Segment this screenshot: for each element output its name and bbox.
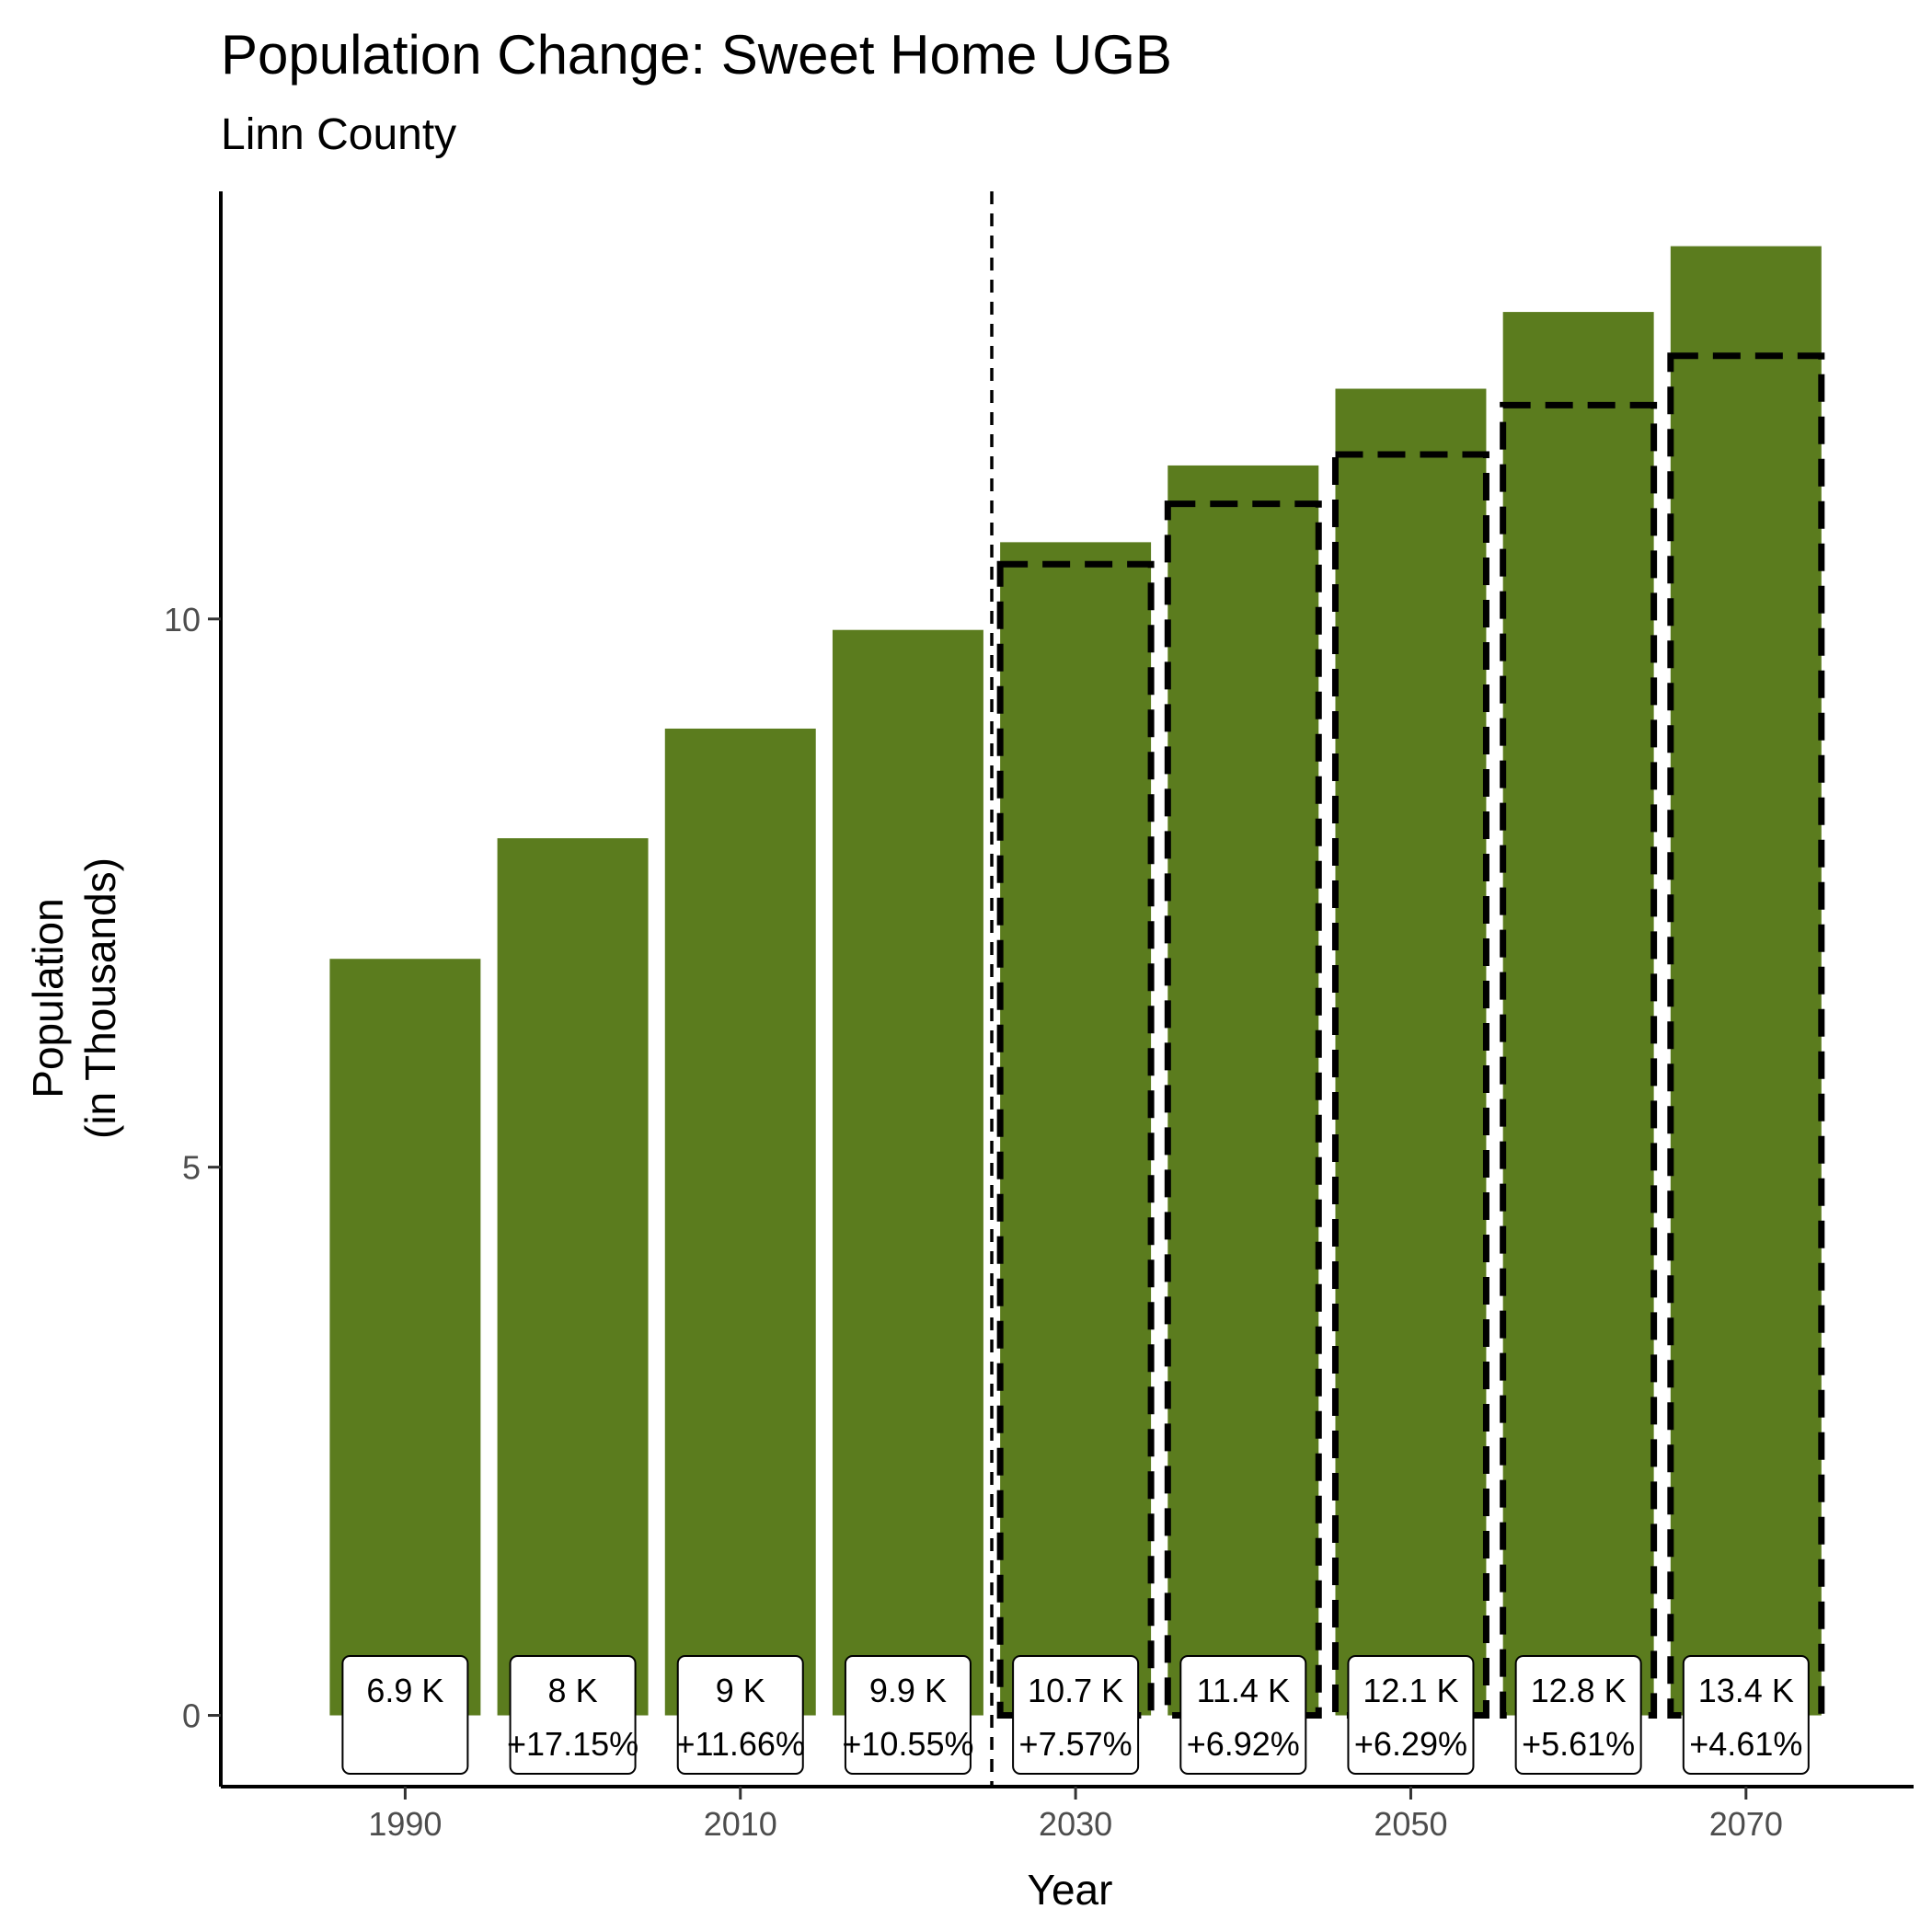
x-tick-label-2070: 2070 — [1709, 1805, 1783, 1843]
value-label-2030: 10.7 K — [1028, 1672, 1123, 1709]
change-label-2070: +4.61% — [1689, 1725, 1802, 1763]
data-label-box-2010 — [676, 1655, 804, 1775]
value-label-2000: 8 K — [548, 1672, 598, 1709]
value-label-2010: 9 K — [716, 1672, 765, 1709]
y-tick-label-5: 5 — [182, 1149, 201, 1187]
x-tick-label-2030: 2030 — [1039, 1805, 1112, 1843]
change-label-2010: +11.66% — [676, 1725, 805, 1763]
plot-area: 6.9 K 8 K +17.15% 9 K +11.66% 9.9 K +10.55% 10.… — [164, 191, 1914, 1843]
change-label-2050: +6.29% — [1354, 1725, 1467, 1763]
y-axis-title-line2: (in Thousands) — [76, 857, 124, 1139]
change-label-2040: +6.92% — [1187, 1725, 1300, 1763]
change-label-2000: +17.15% — [507, 1725, 638, 1763]
projection-outline-2040 — [1164, 500, 1322, 1719]
bar-2070 — [1670, 246, 1822, 1716]
bar-2060 — [1502, 312, 1654, 1716]
data-label-box-2000 — [509, 1655, 637, 1775]
data-label-box-2050 — [1347, 1655, 1475, 1775]
bar-2010 — [664, 728, 816, 1716]
data-label-box-2070 — [1682, 1655, 1810, 1775]
change-label-2030: +7.57% — [1019, 1725, 1133, 1763]
value-label-2020: 9.9 K — [869, 1672, 947, 1709]
value-label-2040: 11.4 K — [1197, 1672, 1290, 1709]
data-label-box-2030 — [1012, 1655, 1140, 1775]
bar-2030 — [1000, 542, 1152, 1716]
x-tick-label-2010: 2010 — [704, 1805, 777, 1843]
x-tick-label-1990: 1990 — [368, 1805, 442, 1843]
data-label-box-2020 — [844, 1655, 972, 1775]
data-label-box-2040 — [1179, 1655, 1307, 1775]
bar-2000 — [497, 838, 649, 1716]
value-label-2070: 13.4 K — [1698, 1672, 1794, 1709]
bar-2040 — [1167, 465, 1319, 1716]
data-label-box-1990 — [341, 1655, 469, 1775]
value-label-2060: 12.8 K — [1531, 1672, 1627, 1709]
chart-subtitle: Linn County — [221, 110, 456, 159]
y-tick-label-0: 0 — [182, 1697, 201, 1735]
bar-2020 — [832, 629, 983, 1716]
chart-title: Population Change: Sweet Home UGB — [221, 24, 1172, 86]
y-axis-title-line1: Population — [24, 898, 72, 1098]
change-label-2060: +5.61% — [1522, 1725, 1635, 1763]
value-label-2050: 12.1 K — [1363, 1672, 1458, 1709]
bar-1990 — [329, 959, 481, 1716]
y-tick-label-10: 10 — [164, 601, 201, 638]
data-label-box-2060 — [1514, 1655, 1642, 1775]
value-label-1990: 6.9 K — [366, 1672, 443, 1709]
x-tick-label-2050: 2050 — [1374, 1805, 1447, 1843]
bar-2050 — [1335, 388, 1487, 1716]
x-axis-title: Year — [1028, 1866, 1113, 1914]
change-label-2020: +10.55% — [842, 1725, 973, 1763]
